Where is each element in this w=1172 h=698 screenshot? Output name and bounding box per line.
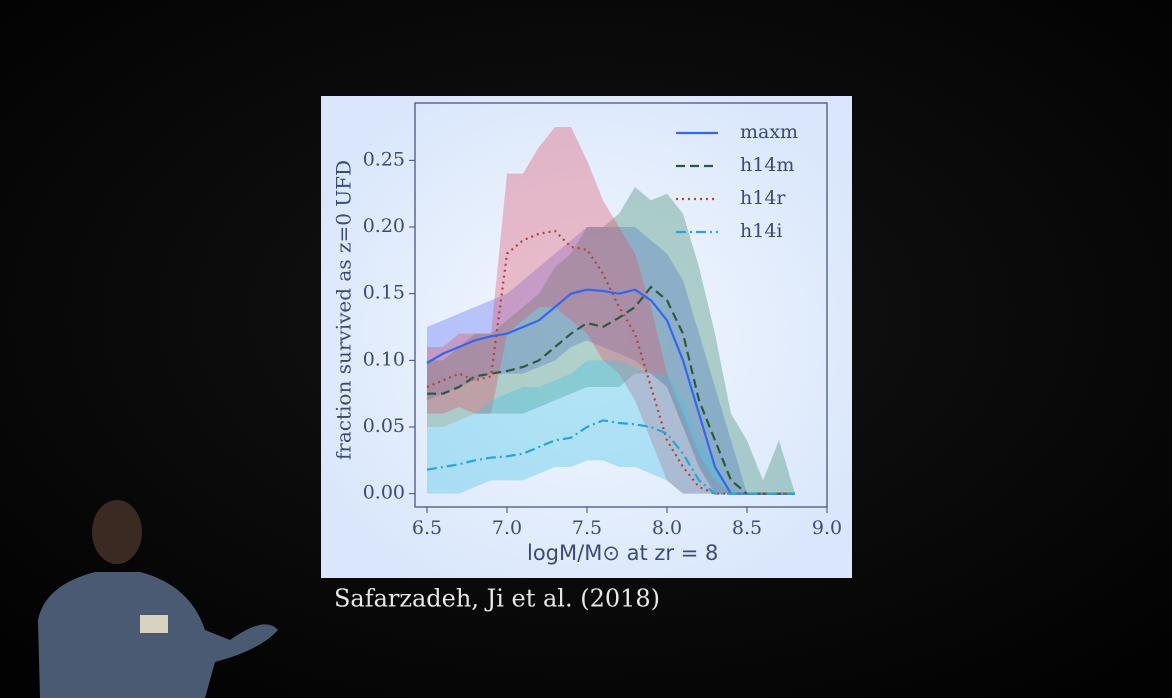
band [427, 127, 795, 494]
speaker [38, 500, 278, 698]
slide [321, 96, 852, 578]
x-tick-label: 9.0 [812, 517, 842, 539]
legend-label: h14i [740, 220, 783, 242]
x-tick-label: 7.5 [572, 517, 602, 539]
y-tick-label: 0.10 [363, 348, 405, 370]
y-tick-label: 0.25 [363, 148, 405, 170]
x-axis-label: logM/M⊙ at zr = 8 [527, 541, 718, 565]
band [427, 187, 795, 494]
line [426, 419, 795, 495]
y-tick-label: 0.15 [363, 282, 405, 304]
plot-frame [414, 102, 828, 508]
x-tick-label: 6.5 [412, 517, 442, 539]
y-axis-label: fraction survived as z=0 UFD [332, 160, 356, 460]
band [427, 360, 795, 494]
caption: Safarzadeh, Ji et al. (2018) [334, 585, 660, 613]
y-tick-label: 0.00 [363, 482, 405, 504]
y-tick-label: 0.05 [363, 415, 405, 437]
x-tick-label: 8.0 [652, 517, 682, 539]
x-tick-label: 7.0 [492, 517, 522, 539]
legend-label: h14r [740, 187, 786, 209]
x-tick-label: 8.5 [732, 517, 762, 539]
y-tick-label: 0.20 [363, 215, 405, 237]
legend-label: maxm [740, 121, 798, 143]
plot: 0.00 0.05 0.10 0.15 0.20 0.25 6.5 7.0 7.5 8.0 8.5 9… [363, 121, 842, 539]
legend-label: h14m [740, 154, 794, 176]
